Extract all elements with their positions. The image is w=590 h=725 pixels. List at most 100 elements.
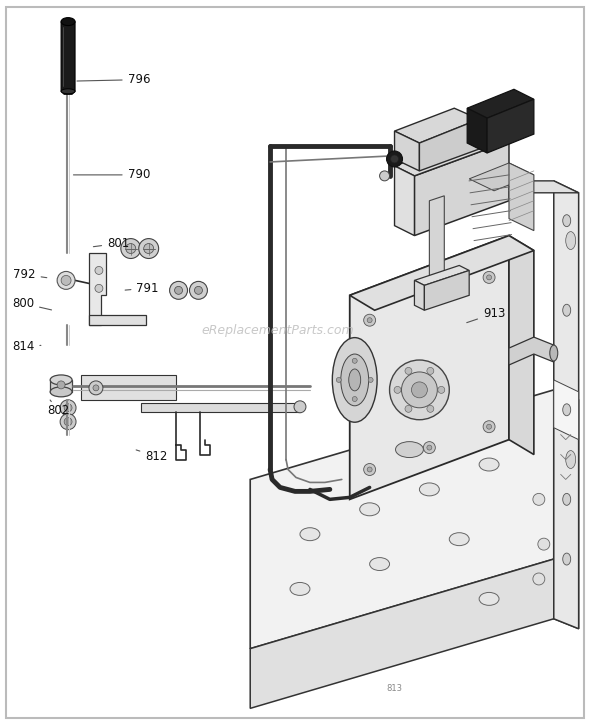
Circle shape [175, 286, 182, 294]
Circle shape [405, 405, 412, 413]
Text: 791: 791 [125, 282, 159, 294]
Text: 913: 913 [467, 307, 505, 323]
Circle shape [487, 275, 491, 280]
Circle shape [189, 281, 208, 299]
Ellipse shape [566, 450, 576, 468]
Ellipse shape [61, 17, 75, 25]
Circle shape [352, 358, 357, 363]
Text: 812: 812 [136, 450, 168, 463]
Ellipse shape [449, 533, 469, 546]
Ellipse shape [566, 231, 576, 249]
Polygon shape [554, 390, 579, 629]
Circle shape [427, 368, 434, 374]
Circle shape [424, 292, 435, 304]
Ellipse shape [550, 345, 558, 361]
Ellipse shape [479, 592, 499, 605]
Polygon shape [350, 236, 534, 310]
Circle shape [391, 155, 398, 163]
Text: 792: 792 [13, 268, 47, 281]
Polygon shape [414, 281, 424, 310]
Ellipse shape [479, 458, 499, 471]
Circle shape [195, 286, 202, 294]
Circle shape [389, 360, 449, 420]
Ellipse shape [419, 483, 440, 496]
Circle shape [294, 401, 306, 413]
Polygon shape [350, 236, 509, 500]
Ellipse shape [332, 338, 377, 422]
Circle shape [61, 276, 71, 286]
Polygon shape [554, 380, 579, 439]
Polygon shape [89, 252, 106, 326]
Ellipse shape [370, 558, 389, 571]
Circle shape [367, 467, 372, 472]
Circle shape [411, 382, 427, 398]
Polygon shape [61, 22, 75, 94]
Circle shape [144, 244, 153, 254]
Ellipse shape [50, 375, 72, 385]
Polygon shape [509, 236, 534, 455]
Ellipse shape [563, 304, 571, 316]
Polygon shape [395, 181, 579, 193]
Circle shape [427, 296, 432, 301]
Text: eReplacementParts.com: eReplacementParts.com [201, 323, 353, 336]
Circle shape [169, 281, 188, 299]
Polygon shape [424, 270, 469, 310]
Polygon shape [395, 108, 479, 143]
Circle shape [379, 171, 389, 181]
Circle shape [424, 442, 435, 454]
Circle shape [533, 573, 545, 585]
Circle shape [93, 385, 99, 391]
Circle shape [438, 386, 445, 394]
Polygon shape [81, 375, 176, 399]
Polygon shape [509, 163, 534, 231]
Circle shape [139, 239, 159, 259]
Ellipse shape [563, 494, 571, 505]
Ellipse shape [395, 442, 424, 457]
Circle shape [483, 420, 495, 433]
Polygon shape [50, 380, 72, 392]
Polygon shape [430, 196, 444, 290]
Ellipse shape [563, 404, 571, 415]
Circle shape [121, 239, 141, 259]
Circle shape [64, 404, 72, 412]
Polygon shape [89, 315, 146, 326]
Circle shape [533, 494, 545, 505]
Text: 813: 813 [386, 684, 402, 693]
Polygon shape [141, 403, 300, 412]
Ellipse shape [349, 369, 360, 391]
Circle shape [352, 397, 357, 402]
Circle shape [487, 424, 491, 429]
Polygon shape [395, 166, 414, 236]
Circle shape [363, 314, 376, 326]
Ellipse shape [61, 88, 75, 94]
Circle shape [394, 386, 401, 394]
Circle shape [368, 378, 373, 382]
Circle shape [126, 244, 136, 254]
Circle shape [57, 381, 65, 389]
Circle shape [367, 318, 372, 323]
Polygon shape [250, 559, 554, 708]
Ellipse shape [563, 553, 571, 565]
Circle shape [60, 399, 76, 415]
Text: 800: 800 [12, 297, 51, 310]
Polygon shape [414, 265, 469, 286]
Ellipse shape [50, 387, 72, 397]
Circle shape [64, 418, 72, 426]
Circle shape [363, 463, 376, 476]
Circle shape [60, 414, 76, 430]
Ellipse shape [300, 528, 320, 541]
Circle shape [427, 405, 434, 413]
Polygon shape [487, 99, 534, 153]
Circle shape [386, 151, 402, 167]
Polygon shape [467, 108, 487, 153]
Circle shape [95, 284, 103, 292]
Circle shape [427, 445, 432, 450]
Text: 796: 796 [77, 73, 150, 86]
Circle shape [336, 378, 341, 382]
Circle shape [538, 538, 550, 550]
Circle shape [483, 271, 495, 283]
Circle shape [89, 381, 103, 395]
Polygon shape [250, 390, 554, 649]
Polygon shape [554, 181, 579, 629]
Polygon shape [467, 89, 534, 118]
